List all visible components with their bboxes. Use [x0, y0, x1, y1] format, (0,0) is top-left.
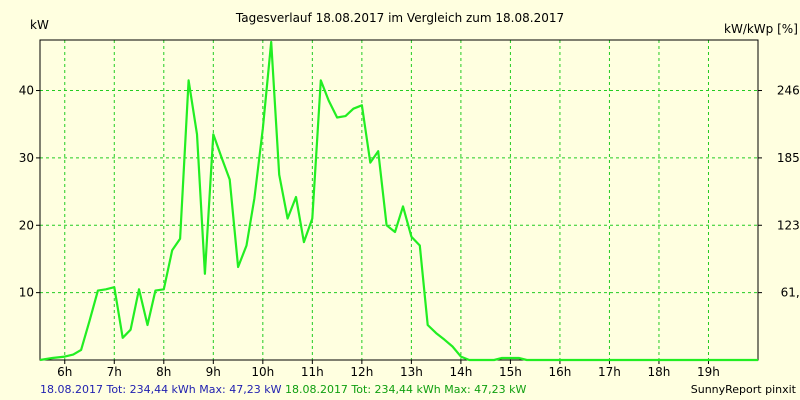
x-tick-label: 9h — [206, 365, 221, 379]
y-left-tick-label: 40 — [19, 84, 34, 98]
y-left-tick-label: 10 — [19, 286, 34, 300]
grid — [40, 40, 758, 360]
y-left-tick-label: 20 — [19, 218, 34, 232]
x-tick-label: 10h — [251, 365, 274, 379]
footer: 18.08.2017 Tot: 234,44 kWh Max: 47,23 kW… — [0, 381, 800, 399]
ticks: 6h 7h 8h 9h 10h 11h 12h 13h 14h 15h 16h 17h 18h 19h 10… — [19, 84, 800, 379]
y-left-tick-label: 30 — [19, 151, 34, 165]
series-layer — [39, 40, 758, 362]
x-tick-label: 18h — [648, 365, 671, 379]
y-right-tick-label: 61,7 — [781, 286, 800, 300]
x-tick-label: 7h — [107, 365, 122, 379]
legend-series-2: 18.08.2017 Tot: 234,44 kWh Max: 47,23 kW — [284, 383, 527, 396]
y-axis-left-label: kW — [30, 18, 49, 32]
x-tick-label: 19h — [697, 365, 720, 379]
x-tick-label: 13h — [400, 365, 423, 379]
x-tick-label: 16h — [548, 365, 571, 379]
y-axis-right-label: kW/kWp [%] — [724, 22, 798, 36]
x-tick-label: 12h — [350, 365, 373, 379]
x-tick-label: 17h — [598, 365, 621, 379]
chart-title: Tagesverlauf 18.08.2017 im Vergleich zum… — [235, 11, 564, 25]
x-tick-label: 14h — [449, 365, 472, 379]
y-right-tick-label: 246,9 — [777, 84, 800, 98]
y-right-tick-label: 123,5 — [777, 218, 800, 232]
credit-text: SunnyReport pinxit — [690, 383, 796, 396]
x-tick-label: 6h — [57, 365, 72, 379]
x-tick-label: 15h — [499, 365, 522, 379]
plot-frame — [39, 39, 759, 361]
series-line — [39, 40, 758, 362]
x-tick-label: 8h — [156, 365, 171, 379]
y-right-tick-label: 185,2 — [777, 151, 800, 165]
footer-legend: 18.08.2017 Tot: 234,44 kWh Max: 47,23 kW… — [40, 381, 526, 399]
x-tick-label: 11h — [301, 365, 324, 379]
legend-series-1: 18.08.2017 Tot: 234,44 kWh Max: 47,23 kW — [40, 383, 282, 396]
